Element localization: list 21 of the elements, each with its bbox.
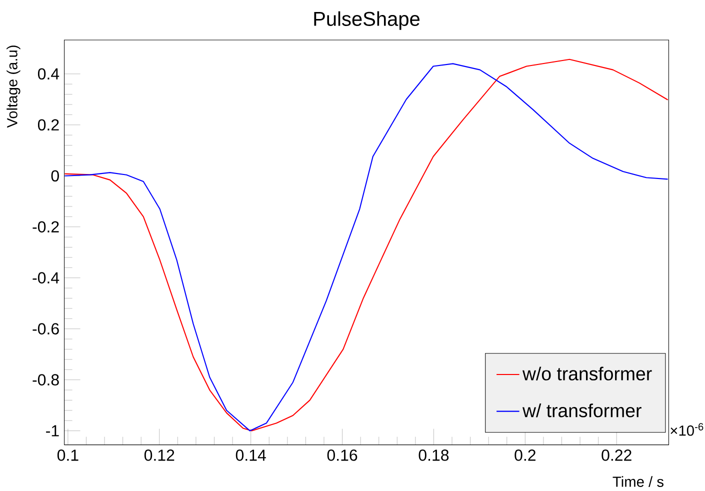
y-tick-label: 0 (51, 170, 59, 182)
x-tick-label: 0.16 (327, 449, 358, 461)
chart-title: PulseShape (314, 11, 420, 30)
y-tick-label: -0.6 (32, 322, 59, 334)
x-tick-label: 0.18 (418, 449, 449, 461)
y-tick-label: -1 (46, 425, 59, 436)
legend-label: w/o transformer (522, 366, 652, 380)
legend-label: w/ transformer (522, 403, 642, 418)
y-axis-title: Voltage (a.u) (6, 45, 20, 128)
y-tick-label: -0.2 (32, 221, 59, 232)
y-tick-label: 0.2 (38, 119, 59, 130)
y-tick-label: 0.4 (38, 68, 60, 80)
x-tick-label: 0.2 (514, 449, 536, 461)
y-tick-label: -0.8 (32, 374, 59, 386)
x-tick-label: 0.12 (144, 449, 174, 461)
y-tick-label: -0.4 (32, 272, 60, 284)
x-tick-label: 0.1 (57, 449, 78, 461)
x-tick-label: 0.14 (236, 449, 266, 461)
x-tick-label: 0.22 (602, 449, 632, 461)
x-axis-title: Time / s (612, 476, 664, 487)
text: ×10$^{-6}$ (670, 422, 704, 436)
